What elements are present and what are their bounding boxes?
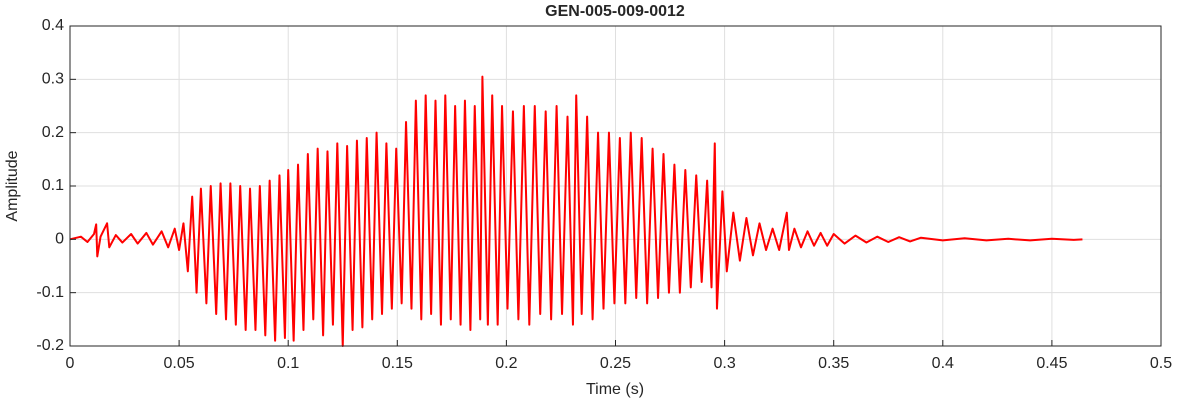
x-tick-label: 0.3	[713, 355, 735, 372]
x-tick-label: 0.35	[818, 355, 849, 372]
y-tick-label: 0.2	[42, 124, 64, 141]
x-tick-label: 0.5	[1150, 355, 1172, 372]
waveform-line	[69, 75, 1083, 347]
x-tick-label: 0.15	[382, 355, 413, 372]
x-tick-label: 0.4	[932, 355, 954, 372]
y-tick-label: 0.3	[42, 71, 64, 88]
y-tick-label: 0.1	[42, 177, 64, 194]
x-tick-label: 0.2	[495, 355, 517, 372]
x-tick-label: 0.45	[1036, 355, 1067, 372]
y-axis-label: Amplitude	[4, 150, 21, 221]
y-tick-label: -0.2	[36, 337, 64, 354]
y-tick-label: -0.1	[36, 284, 64, 301]
x-axis-label: Time (s)	[586, 381, 644, 398]
x-tick-label: 0.05	[164, 355, 195, 372]
x-tick-label: 0	[66, 355, 75, 372]
x-tick-label: 0.1	[277, 355, 299, 372]
x-tick-label: 0.25	[600, 355, 631, 372]
y-tick-label: 0	[55, 231, 64, 248]
y-tick-label: 0.4	[42, 17, 64, 34]
chart-title: GEN-005-009-0012	[545, 3, 685, 20]
